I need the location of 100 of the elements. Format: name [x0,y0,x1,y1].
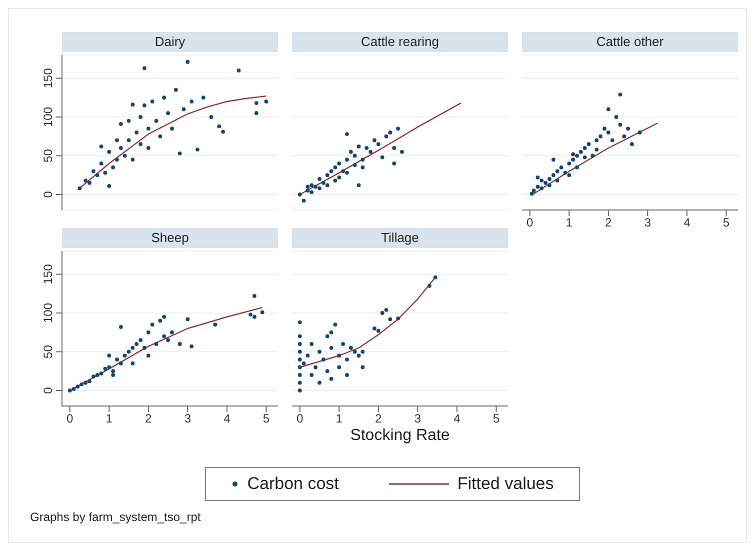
point [532,188,536,193]
point [254,101,258,105]
x-axis-title: Stocking Rate [349,427,451,445]
point [126,118,131,123]
point [606,107,610,112]
point [260,310,264,314]
point [306,184,310,189]
point [551,173,556,178]
point [118,361,123,366]
point [107,354,112,358]
x-tick-label: 3 [184,412,192,426]
point [306,188,310,193]
text: Graphs by farm_system_tso_rpt [30,510,201,524]
point [186,317,190,322]
point [567,162,572,166]
point [345,158,349,162]
point [88,180,92,185]
point [329,346,334,350]
point [154,118,158,123]
point [333,178,338,182]
point [158,318,162,323]
y-tick-label: 0 [41,386,55,394]
point [201,96,206,100]
point [384,134,388,138]
point [130,158,135,162]
point [138,142,142,146]
point [388,317,392,322]
point [548,177,552,181]
x-tick-label: 2 [375,412,382,426]
point [310,183,314,188]
point [376,142,380,146]
x-tick-label: 0 [296,412,304,426]
point [99,162,104,166]
point [352,154,357,158]
point [76,384,80,389]
point [111,165,116,170]
point [318,177,322,181]
point [186,60,190,64]
point [142,103,146,108]
legend-label: Carbon cost [246,474,339,494]
point [95,173,100,178]
point [590,154,595,158]
point [107,365,112,370]
point [196,148,200,152]
point [84,380,88,385]
point [99,144,104,148]
line-series [69,306,263,392]
point [118,122,123,126]
point [107,184,112,188]
point [111,373,116,377]
point [602,126,606,131]
point [337,365,342,370]
point [345,170,349,175]
point [95,373,100,377]
x-tick-label: 5 [492,412,500,426]
point [134,342,139,346]
point [548,183,552,188]
point [582,146,587,150]
point [298,365,302,370]
point [314,365,318,370]
point [318,186,322,190]
point [356,183,361,188]
point [178,151,182,156]
point [638,130,642,134]
point [91,374,96,378]
point [376,328,380,333]
point [118,325,123,329]
point [209,115,214,119]
point [598,134,602,138]
point [321,180,326,185]
point [360,165,365,170]
point [298,320,302,324]
point [248,312,252,316]
point [360,158,365,162]
point [298,334,302,338]
point [392,146,396,150]
point [88,379,92,384]
point [298,380,302,385]
point [80,382,84,386]
x-tick-label: 4 [454,412,461,426]
point [337,176,342,180]
x-tick-label: 4 [224,412,231,426]
point [122,354,127,358]
point [325,183,330,188]
point [162,314,166,319]
point [170,330,174,334]
point [364,146,369,150]
point [146,126,150,131]
y-tick-label: 150 [41,264,55,284]
point [337,354,342,358]
point [325,369,330,374]
x-tick-label: 1 [566,216,573,230]
point [356,144,361,148]
y-tick-label: 50 [41,344,55,358]
point [630,142,634,146]
x-tick-label: 0 [526,216,534,230]
point [578,150,583,154]
point [264,100,268,104]
chart-title: Cattle rearing [292,32,508,52]
point [298,350,302,354]
